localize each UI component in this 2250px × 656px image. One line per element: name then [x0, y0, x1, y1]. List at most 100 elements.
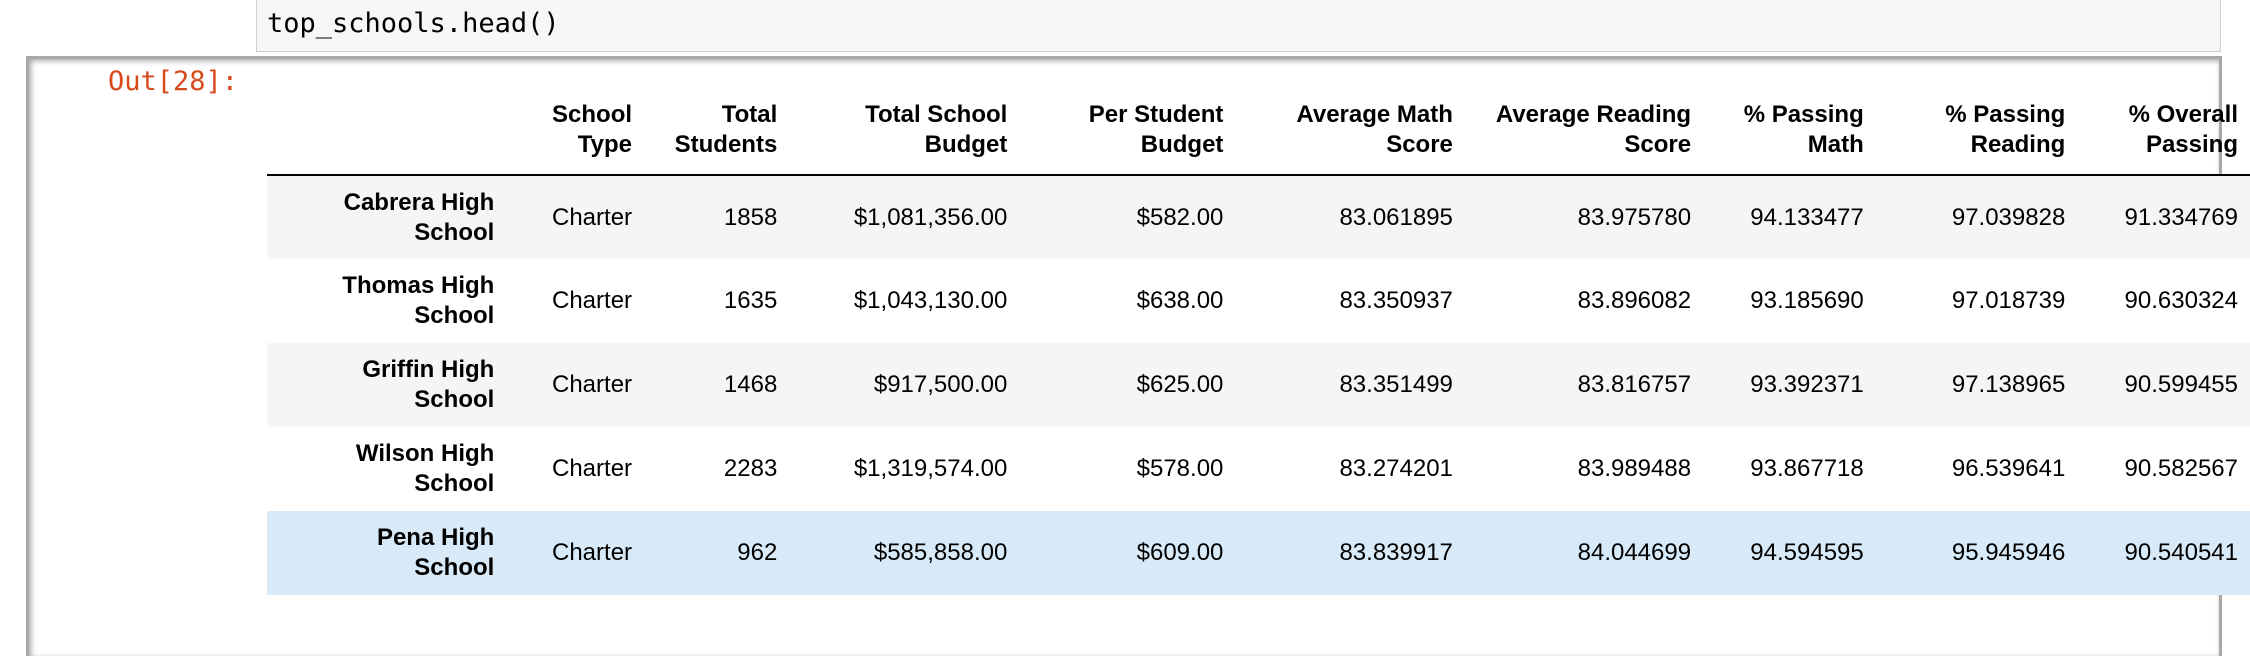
column-header: Total School Budget [789, 96, 1019, 175]
column-header-line: Total [721, 101, 778, 128]
column-header-line: Average Reading [1495, 101, 1692, 128]
header-row: School Type Total Students Total School Budge… [267, 96, 2250, 175]
table-cell: $1,043,130.00 [853, 287, 1008, 314]
row-index-label: Cabrera High School [267, 175, 506, 259]
table-cell: 83.274201 [1339, 455, 1453, 482]
column-header: % Passing Math [1703, 96, 1876, 175]
table-cell: 83.061895 [1339, 203, 1453, 231]
table-cell: $609.00 [1136, 539, 1224, 566]
row-index-line: Pena High [376, 524, 495, 551]
table-cell: $638.00 [1136, 287, 1224, 314]
output-area [26, 56, 2222, 656]
table-cell: 83.975780 [1577, 203, 1692, 231]
table-row[interactable]: Thomas High School Charter 1635 $1,043,130.0… [267, 259, 2250, 343]
column-header: % Overall Passing [2077, 96, 2250, 175]
table-row[interactable]: Wilson High School Charter 2283 $1,319,574.0… [267, 427, 2250, 511]
output-prompt: Out[28]: [108, 66, 239, 97]
table-cell: $578.00 [1136, 455, 1224, 482]
table-cell: 2283 [723, 455, 778, 482]
table-cell: $917,500.00 [873, 371, 1008, 398]
table-row[interactable]: Griffin High School Charter 1468 $917,500.00… [267, 343, 2250, 427]
row-index-line: School [414, 302, 495, 329]
table-row[interactable]: Pena High School Charter 962 $585,858.00 $609… [267, 511, 2250, 595]
row-index-line: Thomas High [342, 272, 495, 299]
column-header-line: Per Student [1088, 101, 1224, 128]
column-header: Total Students [644, 96, 789, 175]
table-cell: 83.839917 [1339, 539, 1453, 566]
column-header-line: Students [674, 131, 778, 158]
row-index-label: Griffin High School [267, 343, 506, 427]
column-header-line: Reading [1970, 131, 2066, 158]
index-header [267, 96, 506, 175]
table-cell: $1,081,356.00 [853, 203, 1008, 231]
code-input-text[interactable]: top_schools.head() [267, 8, 560, 39]
table-row[interactable]: Cabrera High School Charter 1858 $1,081,356.… [267, 175, 2250, 259]
row-index-label: Thomas High School [267, 259, 506, 343]
table-cell: Charter [552, 287, 633, 314]
table-cell: 962 [737, 539, 778, 566]
table-cell: Charter [552, 371, 633, 398]
table-cell: $582.00 [1136, 203, 1224, 231]
column-header: Per Student Budget [1019, 96, 1235, 175]
row-index-label: Wilson High School [267, 427, 506, 511]
row-index-line: School [414, 218, 495, 246]
column-header: % Passing Reading [1876, 96, 2078, 175]
table-cell: Charter [552, 203, 633, 231]
column-header-line: % Passing [1945, 101, 2066, 128]
column-header-line: Math [1807, 131, 1864, 158]
table-cell: 90.582567 [2124, 455, 2238, 482]
row-index-line: Griffin High [362, 356, 495, 383]
column-header-line: Type [577, 131, 633, 158]
column-header-line: % Overall [2128, 101, 2238, 128]
column-header-line: Average Math [1296, 101, 1453, 128]
table-cell: 97.018739 [1951, 287, 2066, 314]
table-cell: 1635 [723, 287, 778, 314]
table-body: Cabrera High School Charter 1858 $1,081,356.… [267, 175, 2250, 595]
table-cell: 90.540541 [2124, 539, 2238, 566]
column-header-line: Score [1624, 131, 1692, 158]
column-header-line: Passing [2145, 131, 2238, 158]
column-header-line: Budget [1140, 131, 1224, 158]
column-header-line: Score [1386, 131, 1453, 158]
table-cell: $585,858.00 [873, 539, 1008, 566]
column-header: Average Reading Score [1465, 96, 1703, 175]
table-cell: 84.044699 [1577, 539, 1692, 566]
table-cell: 93.392371 [1750, 371, 1864, 398]
table-cell: 1468 [723, 371, 778, 398]
column-header: School Type [506, 96, 644, 175]
dataframe-table: School Type Total Students Total School Budge… [267, 96, 2250, 595]
table-cell: 83.350937 [1339, 287, 1453, 314]
column-header-line: Budget [924, 131, 1008, 158]
column-header: Average Math Score [1235, 96, 1465, 175]
table-cell: $1,319,574.00 [853, 455, 1008, 482]
table-cell: 96.539641 [1951, 455, 2066, 482]
table-cell: 93.867718 [1750, 455, 1864, 482]
table-cell: $625.00 [1136, 371, 1224, 398]
table-cell: 97.039828 [1951, 203, 2066, 231]
row-index-line: Wilson High [355, 440, 495, 467]
table-cell: 97.138965 [1951, 371, 2066, 398]
row-index-line: School [414, 386, 495, 413]
table-cell: 90.630324 [2124, 287, 2238, 314]
table-cell: 83.351499 [1339, 371, 1453, 398]
table-cell: 91.334769 [2124, 203, 2238, 231]
row-index-line: School [414, 554, 495, 581]
row-index-line: Cabrera High [343, 188, 495, 216]
table-cell: 83.989488 [1577, 455, 1692, 482]
column-header-line: % Passing [1743, 101, 1864, 128]
table-cell: Charter [552, 455, 633, 482]
column-header-line: Total School [865, 101, 1008, 128]
table-cell: 94.133477 [1750, 203, 1864, 231]
table-cell: 83.816757 [1577, 371, 1692, 398]
row-index-label: Pena High School [267, 511, 506, 595]
column-header-line: School [552, 101, 633, 128]
table-cell: 1858 [723, 203, 778, 231]
table-cell: Charter [552, 539, 633, 566]
table-cell: 94.594595 [1750, 539, 1864, 566]
table-cell: 90.599455 [2124, 371, 2238, 398]
table-cell: 83.896082 [1577, 287, 1692, 314]
row-index-line: School [414, 470, 495, 497]
table-cell: 93.185690 [1750, 287, 1864, 314]
code-input-cell[interactable]: top_schools.head() [256, 0, 2221, 52]
table-cell: 95.945946 [1951, 539, 2066, 566]
